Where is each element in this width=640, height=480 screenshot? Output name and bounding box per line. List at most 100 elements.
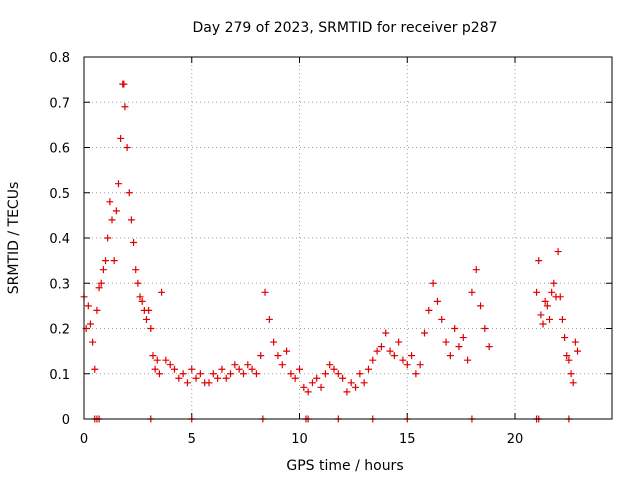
data-point — [561, 334, 569, 342]
x-axis-label: GPS time / hours — [286, 458, 403, 474]
data-point — [125, 189, 133, 197]
data-point — [373, 347, 381, 355]
grid-lines — [84, 57, 612, 419]
data-point — [239, 370, 247, 378]
data-point — [120, 80, 128, 88]
data-point — [395, 338, 403, 346]
data-point — [102, 257, 110, 265]
data-point — [451, 325, 459, 332]
plot-frame — [83, 56, 613, 420]
data-point — [352, 383, 360, 391]
data-point — [546, 315, 554, 323]
data-point — [155, 370, 163, 378]
data-point — [227, 370, 235, 378]
y-tick-label: 0.2 — [49, 323, 70, 338]
data-point — [235, 365, 243, 373]
data-point — [438, 315, 446, 323]
data-point — [403, 361, 411, 369]
data-point — [188, 365, 196, 373]
x-tick-label: 15 — [399, 432, 416, 447]
data-point — [147, 325, 155, 332]
data-point — [205, 379, 213, 387]
data-point — [300, 383, 308, 391]
x-tick-label: 10 — [291, 432, 308, 447]
data-point — [364, 365, 372, 373]
data-point — [571, 338, 579, 346]
data-point — [291, 374, 299, 382]
data-point — [218, 365, 226, 373]
data-point — [481, 325, 489, 332]
data-point — [121, 103, 129, 111]
data-point — [244, 361, 252, 369]
data-point — [541, 297, 549, 305]
data-point — [412, 370, 420, 378]
y-tick-label: 0.3 — [49, 277, 70, 292]
data-point — [270, 338, 278, 346]
y-tick-label: 0.1 — [49, 368, 70, 383]
data-point — [196, 370, 204, 378]
data-point — [171, 365, 179, 373]
data-point — [330, 365, 338, 373]
data-point — [89, 338, 97, 346]
data-point — [252, 370, 260, 378]
data-point — [296, 365, 304, 373]
data-point — [382, 329, 390, 337]
data-point — [569, 379, 577, 387]
data-point — [442, 338, 450, 346]
data-point — [408, 352, 416, 360]
data-point — [304, 388, 312, 396]
data-point — [93, 306, 101, 314]
data-point — [278, 361, 286, 369]
data-point — [183, 379, 191, 387]
data-point — [554, 248, 562, 256]
data-point — [356, 370, 364, 378]
data-point — [86, 320, 94, 328]
y-axis-label: SRMTID / TECUs — [6, 182, 22, 295]
data-point — [556, 293, 564, 301]
data-point — [321, 370, 329, 378]
data-point — [274, 352, 282, 360]
data-point — [222, 374, 230, 382]
data-point — [117, 134, 125, 142]
y-tick-label: 0.7 — [49, 96, 70, 111]
data-point — [179, 370, 187, 378]
data-point — [550, 279, 558, 287]
data-point — [429, 279, 437, 287]
data-point — [537, 311, 545, 319]
data-point — [425, 306, 433, 314]
data-point — [485, 343, 493, 351]
data-point — [145, 306, 153, 314]
data-point — [287, 370, 295, 378]
data-point — [433, 297, 441, 305]
data-point — [360, 379, 368, 387]
data-point — [390, 352, 398, 360]
data-point — [421, 329, 429, 337]
chart-title: Day 279 of 2023, SRMTID for receiver p28… — [192, 20, 497, 36]
data-point — [386, 347, 394, 355]
data-point — [265, 315, 273, 323]
data-point — [563, 352, 571, 360]
x-tick-label: 20 — [507, 432, 524, 447]
data-point — [209, 370, 217, 378]
x-tick-label: 0 — [80, 432, 88, 447]
data-point — [214, 374, 222, 382]
data-point — [175, 374, 183, 382]
data-point — [99, 266, 107, 274]
data-point — [399, 356, 407, 364]
data-point — [326, 361, 334, 369]
data-point — [108, 216, 116, 224]
data-point — [153, 356, 161, 364]
data-point — [543, 302, 551, 310]
y-tick-label: 0.6 — [49, 142, 70, 157]
data-point — [347, 379, 355, 387]
data-point — [464, 356, 472, 364]
data-point — [162, 356, 170, 364]
data-point — [334, 370, 342, 378]
data-point — [123, 144, 131, 151]
data-point — [535, 257, 543, 265]
data-point — [149, 352, 157, 360]
data-point — [377, 343, 385, 351]
tick-labels: 0 5 10 15 20 0 0.1 0.2 0.3 0.4 0.5 0.6 0.7 0.8 — [49, 51, 523, 447]
